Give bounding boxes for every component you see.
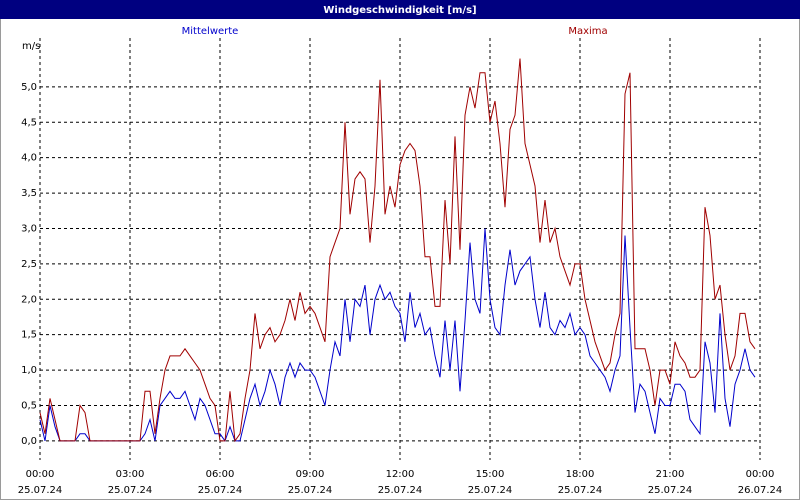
x-tick-label: 12:00: [386, 469, 415, 480]
x-tick-label: 03:00: [116, 469, 145, 480]
y-tick-label: 5,0: [21, 82, 37, 93]
y-tick-label: 3,0: [21, 223, 37, 234]
x-tick-label: 00:00: [26, 469, 55, 480]
y-tick-label: 4,5: [21, 117, 37, 128]
chart-title: Windgeschwindigkeit [m/s]: [323, 5, 476, 16]
y-tick-label: 3,5: [21, 188, 37, 199]
y-unit: m/s: [22, 41, 40, 52]
x-tick-label: 06:00: [206, 469, 235, 480]
x-tick-label: 00:00: [746, 469, 775, 480]
x-date-label: 26.07.24: [738, 485, 783, 496]
x-date-label: 25.07.24: [18, 485, 63, 496]
x-date-label: 25.07.24: [108, 485, 153, 496]
x-date-label: 25.07.24: [198, 485, 243, 496]
x-tick-label: 21:00: [656, 469, 685, 480]
x-date-label: 25.07.24: [558, 485, 603, 496]
x-tick-label: 09:00: [296, 469, 325, 480]
y-tick-label: 2,0: [21, 294, 37, 305]
x-date-label: 25.07.24: [468, 485, 513, 496]
y-tick-label: 1,5: [21, 330, 37, 341]
x-date-label: 25.07.24: [378, 485, 423, 496]
legend-entry: Maxima: [568, 26, 607, 37]
x-tick-label: 15:00: [476, 469, 505, 480]
x-date-label: 25.07.24: [648, 485, 693, 496]
x-date-label: 25.07.24: [288, 485, 333, 496]
title-bar: [0, 0, 800, 19]
x-tick-label: 18:00: [566, 469, 595, 480]
y-tick-label: 1,0: [21, 365, 37, 376]
y-tick-label: 2,5: [21, 259, 37, 270]
plot: 0,0 0,5 1,0 1,5 2,0 2,5 3,0 3,5 4,0 4,5 5,0 00:00 25…: [18, 26, 783, 496]
y-tick-label: 0,0: [21, 436, 37, 447]
y-tick-label: 0,5: [21, 400, 37, 411]
y-tick-label: 4,0: [21, 153, 37, 164]
series-line: [39, 228, 756, 442]
series-line: [39, 58, 756, 443]
legend-entry: Mittelwerte: [182, 26, 239, 37]
